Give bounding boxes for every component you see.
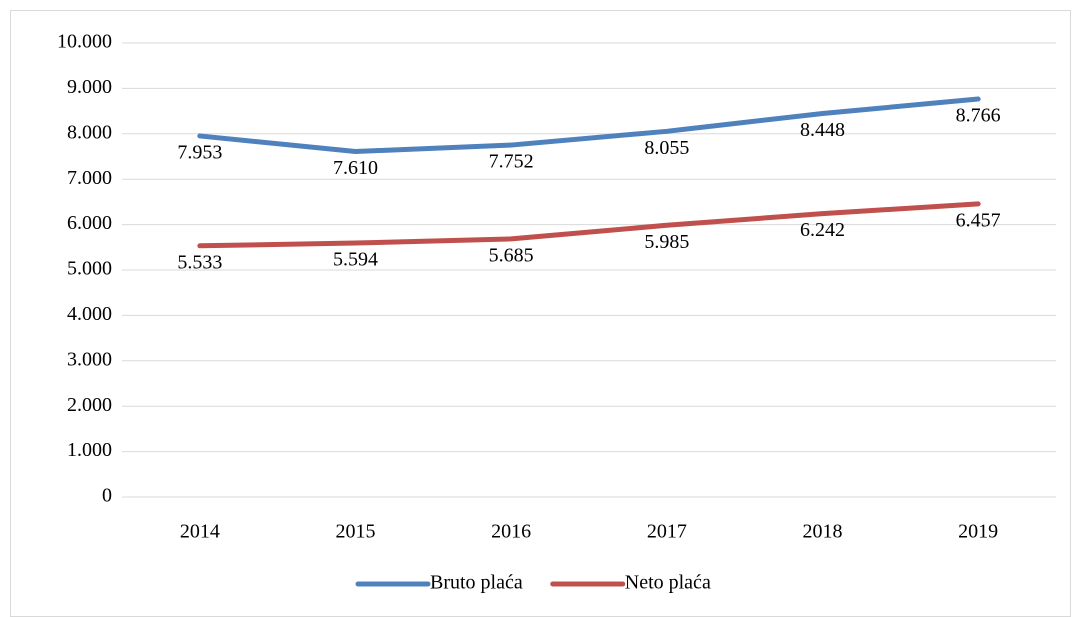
data-label: 8.055 <box>644 137 689 159</box>
y-tick-label: 7.000 <box>67 167 112 189</box>
data-label: 8.448 <box>800 119 845 141</box>
x-tick-label: 2016 <box>491 521 531 543</box>
data-label: 5.685 <box>489 244 534 266</box>
data-label: 5.533 <box>177 251 222 273</box>
data-label: 7.752 <box>489 151 534 173</box>
legend-label: Bruto plaća <box>430 572 523 594</box>
y-tick-label: 8.000 <box>67 121 112 143</box>
x-tick-label: 2018 <box>803 521 843 543</box>
data-label: 8.766 <box>956 105 1001 127</box>
y-tick-label: 6.000 <box>67 212 112 234</box>
y-tick-label: 1.000 <box>67 439 112 461</box>
data-label: 6.457 <box>956 209 1001 231</box>
y-tick-label: 10.000 <box>57 31 112 53</box>
data-label: 5.985 <box>644 231 689 253</box>
data-label: 7.610 <box>333 157 378 179</box>
x-tick-label: 2019 <box>958 521 998 543</box>
series-line <box>197 96 981 155</box>
chart-frame <box>10 10 1071 617</box>
y-tick-label: 2.000 <box>67 394 112 416</box>
y-tick-label: 4.000 <box>67 303 112 325</box>
data-label: 5.594 <box>333 249 378 271</box>
series-line <box>197 201 981 249</box>
y-tick-label: 3.000 <box>67 348 112 370</box>
x-tick-label: 2017 <box>647 521 687 543</box>
x-tick-label: 2014 <box>180 521 220 543</box>
x-tick-label: 2015 <box>336 521 376 543</box>
y-tick-label: 9.000 <box>67 76 112 98</box>
data-label: 6.242 <box>800 219 845 241</box>
legend-label: Neto plaća <box>625 572 711 594</box>
y-tick-label: 0 <box>102 485 112 507</box>
data-label: 7.953 <box>177 142 222 164</box>
y-tick-label: 5.000 <box>67 258 112 280</box>
